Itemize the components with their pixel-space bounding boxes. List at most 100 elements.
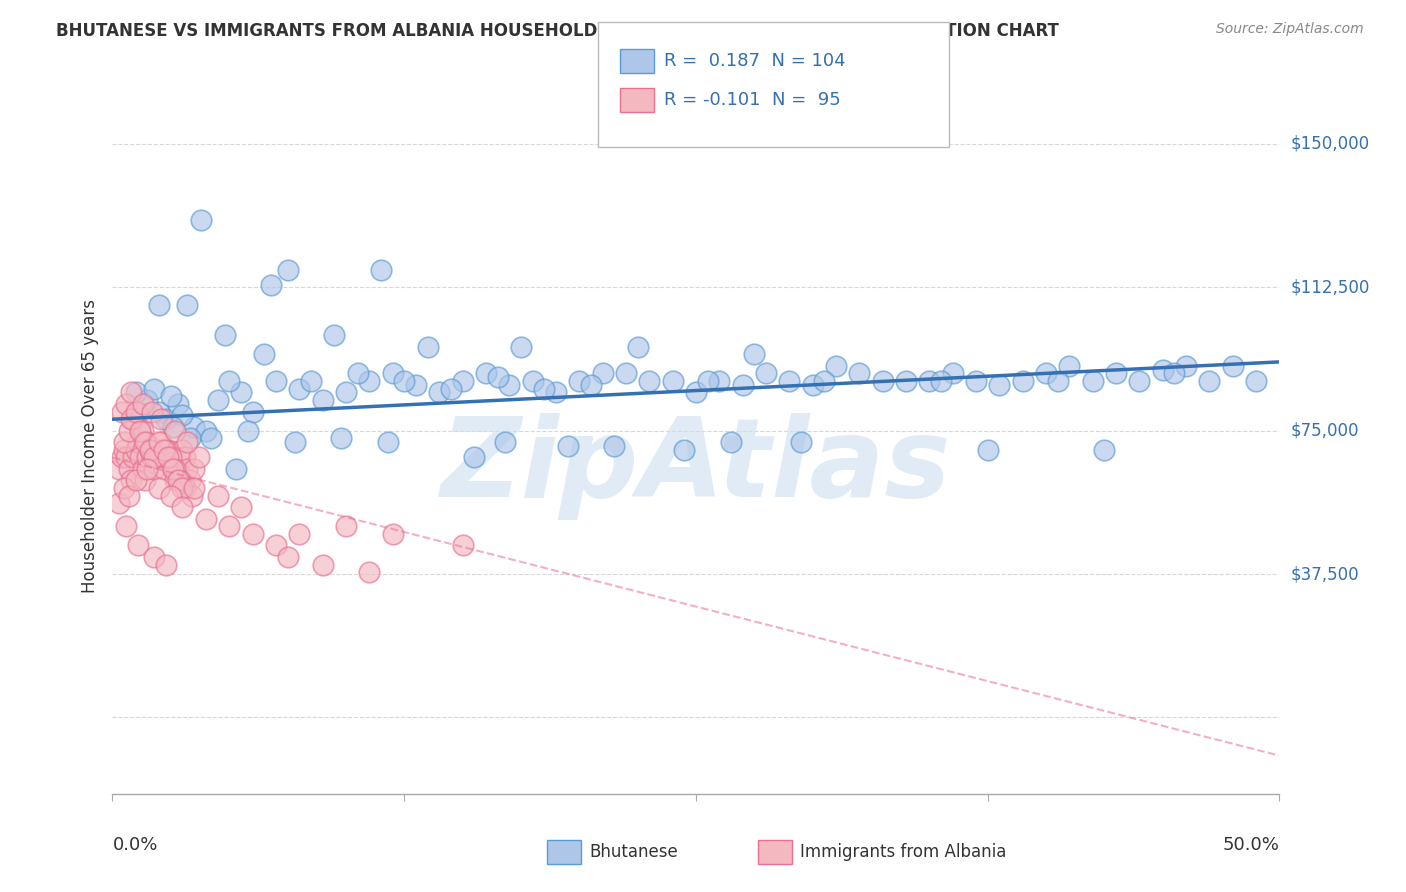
Point (143, 549, 166, 564)
Point (148, 435, 170, 450)
Point (283, 435, 305, 450)
Point (346, 367, 368, 381)
Point (200, 431, 222, 445)
Point (129, 450, 152, 465)
Point (115, 397, 138, 411)
Point (1035, 367, 1057, 381)
Point (755, 367, 778, 381)
Text: Immigrants from Albania: Immigrants from Albania (800, 843, 1007, 861)
Point (416, 340, 439, 354)
Point (311, 393, 333, 408)
Point (122, 450, 145, 465)
Point (813, 374, 835, 388)
Point (183, 420, 205, 434)
Point (1011, 374, 1033, 388)
Point (638, 374, 661, 388)
Point (229, 385, 252, 400)
Point (264, 538, 287, 552)
Point (311, 558, 333, 572)
Point (112, 435, 135, 450)
Point (118, 489, 141, 503)
Point (1244, 374, 1267, 388)
Point (173, 481, 195, 495)
Point (162, 420, 184, 434)
Point (463, 450, 485, 465)
Point (127, 404, 149, 418)
Point (148, 442, 170, 457)
Point (125, 404, 148, 418)
Point (544, 385, 567, 400)
Point (405, 377, 427, 392)
Point (965, 374, 987, 388)
Point (157, 442, 180, 457)
Point (129, 424, 152, 438)
Point (451, 374, 474, 388)
Point (790, 435, 813, 450)
Text: Bhutanese: Bhutanese (589, 843, 678, 861)
Point (134, 435, 156, 450)
Point (696, 374, 718, 388)
Point (533, 382, 555, 396)
Point (139, 442, 162, 457)
Point (169, 474, 191, 488)
Point (288, 382, 311, 396)
Point (162, 462, 184, 476)
Text: $37,500: $37,500 (1291, 565, 1360, 583)
Point (440, 382, 463, 396)
Point (120, 474, 142, 488)
Point (260, 278, 283, 293)
Point (134, 474, 156, 488)
Point (172, 442, 194, 457)
Point (225, 462, 247, 476)
Point (160, 450, 183, 465)
Point (111, 404, 134, 418)
Point (179, 431, 201, 445)
Point (194, 511, 217, 525)
Point (359, 565, 381, 579)
Point (120, 412, 142, 426)
Point (720, 435, 742, 450)
Point (150, 450, 173, 465)
Point (394, 374, 416, 388)
Point (150, 435, 173, 450)
Point (592, 367, 614, 381)
Point (141, 442, 163, 457)
Point (141, 450, 163, 465)
Point (976, 442, 998, 457)
Point (173, 450, 195, 465)
Point (288, 527, 311, 541)
Point (172, 481, 194, 495)
Point (370, 263, 392, 277)
Point (165, 474, 187, 488)
Point (509, 340, 531, 354)
Point (568, 374, 591, 388)
Point (155, 558, 177, 572)
Point (153, 462, 176, 476)
Point (218, 374, 240, 388)
Point (143, 450, 166, 465)
Point (486, 370, 509, 384)
Point (242, 527, 264, 541)
Point (172, 409, 194, 423)
Point (148, 481, 170, 495)
Point (359, 374, 381, 388)
Point (1222, 359, 1244, 373)
Point (148, 297, 170, 311)
Point (451, 538, 474, 552)
Point (1128, 374, 1150, 388)
Point (160, 489, 183, 503)
Point (848, 367, 870, 381)
Point (160, 389, 183, 403)
Point (381, 367, 404, 381)
Point (918, 374, 941, 388)
Point (1175, 359, 1198, 373)
Point (190, 213, 212, 227)
Point (162, 462, 184, 476)
Text: Source: ZipAtlas.com: Source: ZipAtlas.com (1216, 22, 1364, 37)
Point (127, 435, 149, 450)
Point (603, 439, 626, 453)
Point (988, 377, 1011, 392)
Point (169, 450, 191, 465)
Point (139, 442, 162, 457)
Point (377, 435, 399, 450)
